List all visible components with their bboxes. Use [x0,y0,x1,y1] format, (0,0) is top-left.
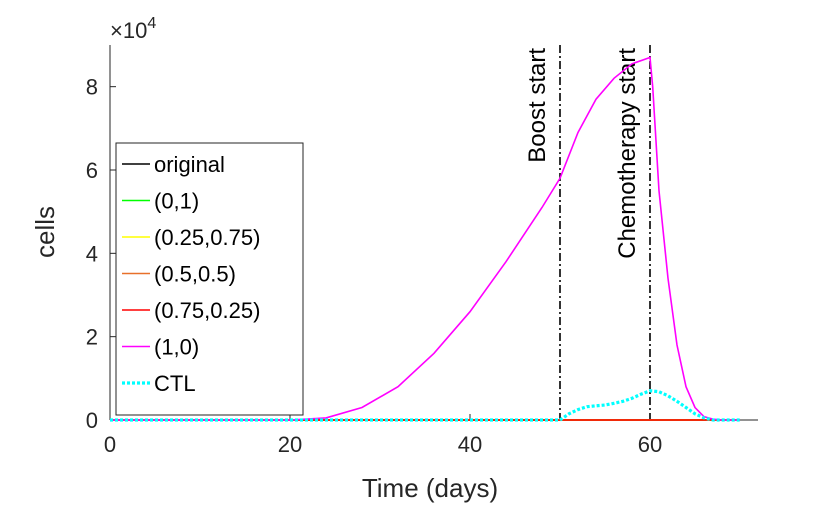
y-axis-label: cells [30,206,60,258]
legend-label: (0.25,0.75) [154,225,260,250]
series-line [110,56,740,421]
legend: original (0,1) (0.25,0.75) (0.5,0.5) (0.75,0… [115,142,304,416]
x-tick-label: 20 [278,432,302,457]
x-tick-label: 0 [104,432,116,457]
y-tick-label: 4 [86,241,98,266]
x-tick-label: 40 [458,432,482,457]
x-axis-label: Time (days) [362,473,498,503]
series-lines [110,56,740,422]
legend-label: CTL [154,371,196,396]
vline-label: Boost start [524,48,551,163]
y-tick-label: 6 [86,158,98,183]
ticks: 0 20 40 60 0 2 4 6 8 [86,75,662,457]
legend-label: (0.5,0.5) [154,262,236,287]
legend-label: (0,1) [154,189,199,214]
annotation-lines: Boost start Chemotherapy start [524,45,651,420]
x-tick-label: 60 [638,432,662,457]
y-exponent-label: ×104 [110,15,156,43]
legend-label: (0.75,0.25) [154,298,260,323]
legend-label: (1,0) [154,335,199,360]
legend-box [115,142,304,416]
series-line [110,389,740,422]
y-tick-label: 8 [86,75,98,100]
y-tick-label: 0 [86,408,98,433]
legend-label: original [154,152,225,177]
vline-label: Chemotherapy start [614,48,641,259]
y-tick-label: 2 [86,325,98,350]
